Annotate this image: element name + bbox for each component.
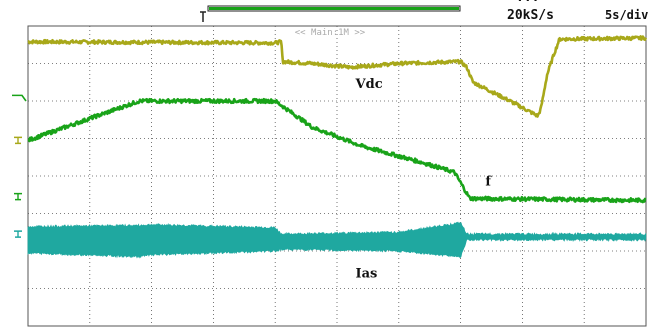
annotation-ias: Ias (356, 266, 378, 281)
record-length-bar (200, 5, 461, 22)
annotation-f: f (485, 174, 492, 189)
chart-labels: Vdc f Ias (355, 77, 493, 281)
window-label: << Main:1M >> (295, 28, 366, 38)
channel-markers (12, 94, 27, 238)
series-vdc-line (27, 35, 648, 118)
channel-marker-ias (14, 230, 22, 238)
series-f-line (27, 97, 647, 204)
channel-marker-vdc (14, 136, 22, 145)
chart-traces (27, 35, 648, 259)
series-ias-band (27, 221, 647, 259)
trigger-position-marker (200, 11, 206, 22)
top-readout: ... (516, 0, 539, 5)
channel-marker-f (14, 192, 22, 201)
annotation-vdc: Vdc (355, 77, 383, 92)
trigger-level-marker (12, 94, 27, 102)
sample-rate-readout: 20kS/s (507, 8, 554, 23)
time-per-div-readout: 5s/div (605, 8, 649, 22)
